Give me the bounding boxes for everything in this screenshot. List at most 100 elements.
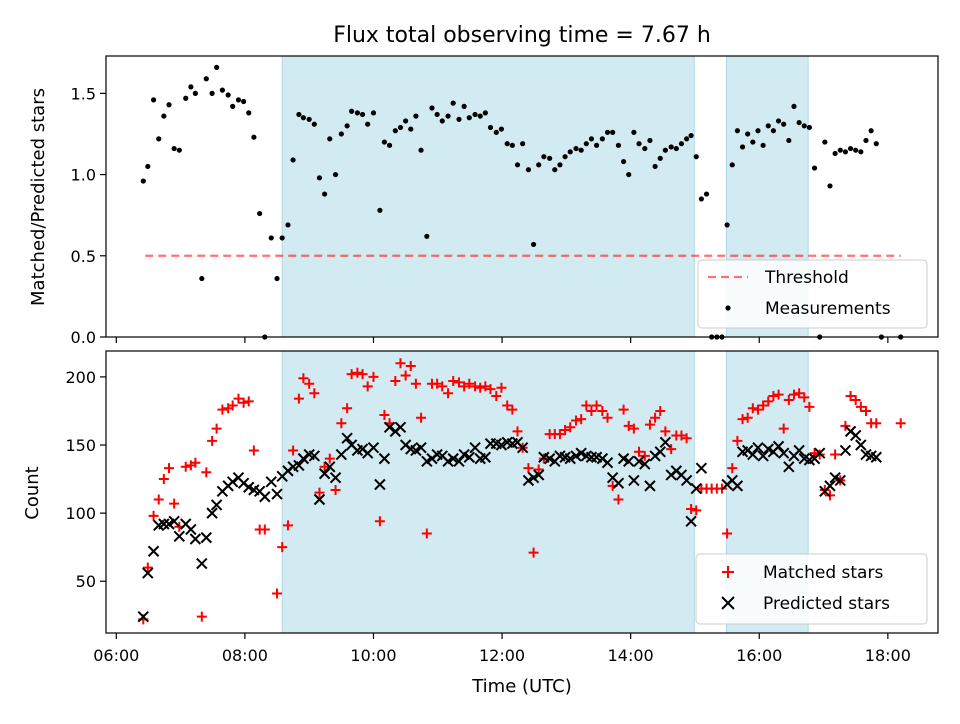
matched-star-point	[153, 494, 164, 505]
matched-star-point	[201, 467, 212, 478]
matched-star-point	[196, 611, 207, 622]
matched-star-point	[773, 389, 784, 400]
measurement-point	[786, 137, 792, 144]
measurement-point	[477, 113, 483, 119]
measurement-point	[377, 207, 383, 213]
matched-star-point	[732, 435, 743, 446]
matched-star-point	[586, 405, 597, 416]
matched-star-point	[368, 371, 379, 382]
matched-star-point	[158, 474, 169, 485]
measurement-point	[770, 128, 777, 134]
measurement-point	[703, 191, 710, 197]
predicted-star-point	[479, 451, 492, 463]
matched-star-point	[778, 423, 789, 434]
matched-star-point	[352, 367, 363, 378]
matched-star-point	[405, 360, 416, 371]
measurement-point	[279, 235, 285, 241]
measurement-point	[562, 154, 568, 160]
axes-frame	[105, 55, 939, 338]
matched-star-point	[591, 400, 602, 411]
measurement-point	[567, 149, 573, 155]
measurement-point	[729, 162, 735, 168]
measurement-point	[386, 142, 393, 148]
matched-star-point	[763, 396, 774, 407]
matched-star-point	[855, 401, 866, 412]
predicted-star-point	[453, 455, 465, 468]
measurement-point	[520, 141, 526, 147]
measurement-point	[573, 145, 579, 152]
matched-star-point	[602, 412, 613, 423]
predicted-star-point	[324, 461, 336, 473]
predicted-star-point	[335, 448, 348, 461]
measurement-point	[647, 137, 653, 144]
measurement-point	[853, 147, 859, 153]
matched-star-point	[491, 390, 502, 401]
predicted-star-point	[173, 530, 186, 542]
predicted-star-point	[469, 442, 481, 454]
predicted-star-point	[378, 452, 391, 465]
predicted-star-point	[196, 557, 208, 570]
matched-star-point	[314, 487, 325, 498]
matched-star-point	[752, 404, 763, 415]
matched-star-point	[238, 397, 249, 408]
x-tick-label: 06:00	[93, 646, 139, 665]
matched-star-point	[528, 547, 539, 558]
measurement-point	[268, 235, 274, 241]
measurement-point	[796, 119, 802, 126]
measurement-point	[657, 155, 663, 161]
x-tick-label: 08:00	[222, 646, 268, 665]
measurement-point	[461, 103, 467, 109]
measurement-point	[188, 84, 194, 90]
top-legend: Threshold Measurements	[697, 259, 928, 329]
predicted-star-point	[367, 442, 380, 454]
matched-star-point	[747, 403, 758, 414]
measurement-point	[636, 141, 642, 147]
measurement-point	[418, 147, 424, 153]
matched-star-point	[845, 390, 856, 401]
matched-star-point	[794, 388, 805, 399]
measurement-point	[745, 131, 751, 137]
predicted-star-point	[271, 488, 283, 500]
predicted-star-point	[533, 469, 545, 481]
measurement-point	[251, 134, 257, 140]
matched-star-point	[233, 393, 244, 404]
legend-matched-swatch	[722, 566, 734, 578]
measurement-point	[230, 103, 236, 109]
matched-star-point	[142, 562, 153, 573]
measurement-point	[349, 108, 355, 114]
matched-star-point	[727, 463, 738, 474]
matched-star-point	[639, 450, 650, 461]
matched-star-point	[742, 412, 753, 423]
matched-star-point	[400, 370, 411, 381]
measurement-point	[693, 154, 699, 160]
measurement-point	[688, 132, 694, 139]
matched-star-point	[395, 358, 406, 369]
matched-star-point	[243, 396, 254, 407]
measurement-point	[156, 136, 162, 142]
matched-star-point	[282, 520, 293, 531]
matched-star-point	[342, 403, 353, 414]
matched-star-point	[437, 381, 448, 392]
measurement-point	[514, 162, 521, 168]
matched-star-point	[304, 378, 315, 389]
predicted-star-point	[585, 451, 598, 463]
measurement-point	[873, 141, 879, 147]
matched-star-point	[655, 405, 666, 416]
matched-star-point	[277, 542, 288, 553]
matched-star-point	[523, 463, 534, 474]
y-tick-label: 150	[65, 436, 96, 455]
measurement-point	[678, 141, 685, 147]
matched-star-point	[169, 498, 180, 509]
predicted-star-point	[318, 467, 331, 480]
matched-star-point	[485, 384, 496, 395]
predicted-star-point	[834, 474, 846, 487]
measurement-point	[203, 76, 209, 82]
measurement-point	[381, 139, 388, 145]
measurement-point	[863, 137, 869, 144]
measurement-point	[183, 95, 189, 101]
predicted-star-point	[293, 459, 305, 472]
predicted-star-point	[601, 457, 614, 469]
measurement-point	[413, 113, 419, 119]
legend-box	[697, 259, 928, 329]
